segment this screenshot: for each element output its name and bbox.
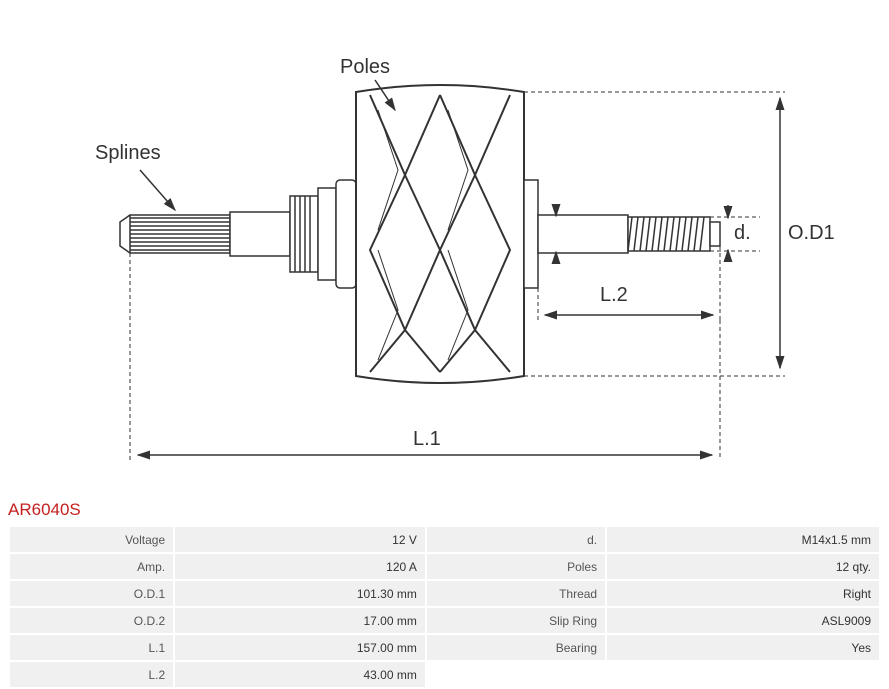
spec-val: 101.30 mm: [175, 581, 425, 606]
spec-table-body: Voltage 12 V d. M14x1.5 mm Amp. 120 A Po…: [10, 527, 879, 687]
spec-val: M14x1.5 mm: [607, 527, 879, 552]
product-code: AR6040S: [8, 500, 81, 520]
rotor-diagram-svg: [0, 0, 889, 490]
table-row: Amp. 120 A Poles 12 qty.: [10, 554, 879, 579]
table-row: L.2 43.00 mm: [10, 662, 879, 687]
spec-key: d.: [427, 527, 605, 552]
diagram-area: Poles Splines O.D1 O.D2 d. L.1 L.2: [0, 0, 889, 490]
table-row: Voltage 12 V d. M14x1.5 mm: [10, 527, 879, 552]
spec-val: Right: [607, 581, 879, 606]
spec-key: L.1: [10, 635, 173, 660]
spec-key: L.2: [10, 662, 173, 687]
spec-key: Slip Ring: [427, 608, 605, 633]
spec-val: 17.00 mm: [175, 608, 425, 633]
spec-key: Poles: [427, 554, 605, 579]
spec-key: Bearing: [427, 635, 605, 660]
table-row: O.D.1 101.30 mm Thread Right: [10, 581, 879, 606]
table-row: O.D.2 17.00 mm Slip Ring ASL9009: [10, 608, 879, 633]
spec-val: ASL9009: [607, 608, 879, 633]
spec-key: Voltage: [10, 527, 173, 552]
spec-val: Yes: [607, 635, 879, 660]
spec-val: 12 qty.: [607, 554, 879, 579]
spec-key: O.D.2: [10, 608, 173, 633]
table-row: L.1 157.00 mm Bearing Yes: [10, 635, 879, 660]
spec-key: O.D.1: [10, 581, 173, 606]
spec-key: Thread: [427, 581, 605, 606]
spec-val: 43.00 mm: [175, 662, 425, 687]
spec-key: [427, 662, 605, 687]
spec-val: 12 V: [175, 527, 425, 552]
spec-val: 120 A: [175, 554, 425, 579]
spec-val: 157.00 mm: [175, 635, 425, 660]
spec-table: Voltage 12 V d. M14x1.5 mm Amp. 120 A Po…: [8, 525, 881, 689]
spec-val: [607, 662, 879, 687]
spec-key: Amp.: [10, 554, 173, 579]
